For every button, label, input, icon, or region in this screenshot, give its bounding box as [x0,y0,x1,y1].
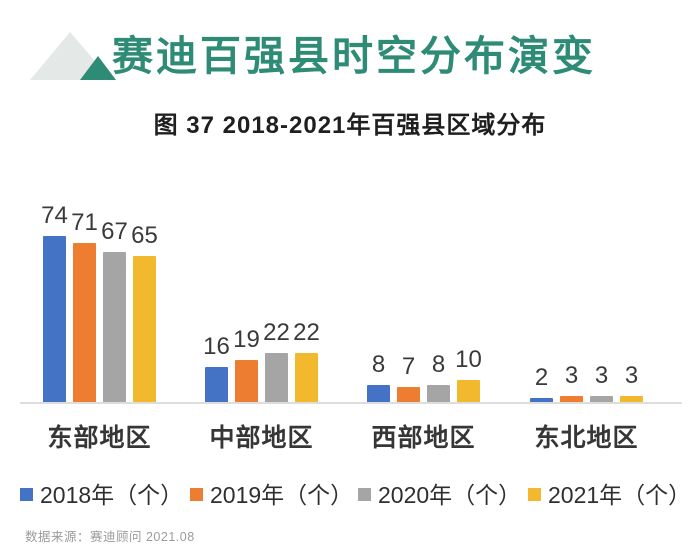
category-label: 东部地区 [47,424,152,452]
bar [397,387,420,403]
bar-value-label: 22 [263,319,290,346]
bar [103,252,126,403]
bar-group: 74 71 67 65 [41,202,158,403]
bar [205,367,228,403]
bar-column: 19 [233,326,260,403]
bar-column: 71 [71,209,98,403]
legend-item-2019: 2019年（个） [190,476,353,510]
category-label: 中部地区 [209,424,314,452]
bar-column: 10 [455,346,482,403]
bar-value-label: 2 [534,364,549,391]
bar-column: 22 [293,319,320,403]
figure-caption: 图 37 2018-2021年百强县区域分布 [153,112,547,139]
bar [295,353,318,403]
bar-value-label: 3 [624,362,639,389]
bar-value-label: 74 [41,202,68,229]
category-label: 东北地区 [534,424,639,452]
legend-swatch-2018-icon [20,487,33,501]
bar-column: 3 [590,364,613,403]
bar [530,398,553,403]
bar-column: 3 [620,364,643,403]
bar-column: 67 [101,218,128,403]
bar [367,385,390,403]
legend-label-2021: 2021年（个） [548,482,692,508]
bar-column: 7 [397,355,420,403]
bar [43,236,66,403]
bar [265,353,288,403]
bar-value-label: 65 [131,222,158,249]
data-source-note: 数据来源：赛迪顾问 2021.08 [25,530,195,544]
bar [73,243,96,403]
bar-value-label: 19 [233,326,260,353]
bar-value-label: 16 [203,333,230,360]
bar-value-label: 3 [594,362,609,389]
legend-swatch-2021-icon [528,487,541,501]
bar-column: 2 [530,366,553,403]
bar-value-label: 3 [564,362,579,389]
bar [590,396,613,403]
ccid-triangles-logo-icon [30,32,116,80]
legend-swatch-2019-icon [190,487,203,501]
legend-item-2021: 2021年（个） [528,476,691,510]
bar-value-label: 7 [401,353,416,380]
bar-value-label: 67 [101,218,128,245]
bar-value-label: 22 [293,319,320,346]
legend-label-2020: 2020年（个） [378,482,522,508]
bar [133,256,156,403]
bar-column: 65 [131,222,158,403]
category-label: 西部地区 [371,424,476,452]
bar-group: 16 19 22 22 [203,319,320,403]
legend-swatch-2020-icon [358,487,371,501]
page-title: 赛迪百强县时空分布演变 [112,33,596,79]
bar [427,385,450,403]
bar-value-label: 71 [71,209,98,236]
bar [457,380,480,403]
bar-value-label: 10 [455,346,482,373]
bar-column: 16 [203,333,230,403]
bar-column: 22 [263,319,290,403]
legend-item-2020: 2020年（个） [358,476,521,510]
bar [560,396,583,403]
legend-label-2018: 2018年（个） [40,482,184,508]
bar-column: 8 [427,353,450,403]
bar-column: 74 [41,202,68,403]
logo-teal-triangle-icon [80,56,116,80]
bar-column: 3 [560,364,583,403]
legend-item-2018: 2018年（个） [20,476,183,510]
bar-value-label: 8 [371,351,386,378]
x-axis-line [20,402,682,404]
legend-label-2019: 2019年（个） [210,482,354,508]
bar [235,360,258,403]
bar-value-label: 8 [431,351,446,378]
bar-column: 8 [367,353,390,403]
bar-group: 8 7 8 10 [367,346,482,403]
bar [620,396,643,403]
